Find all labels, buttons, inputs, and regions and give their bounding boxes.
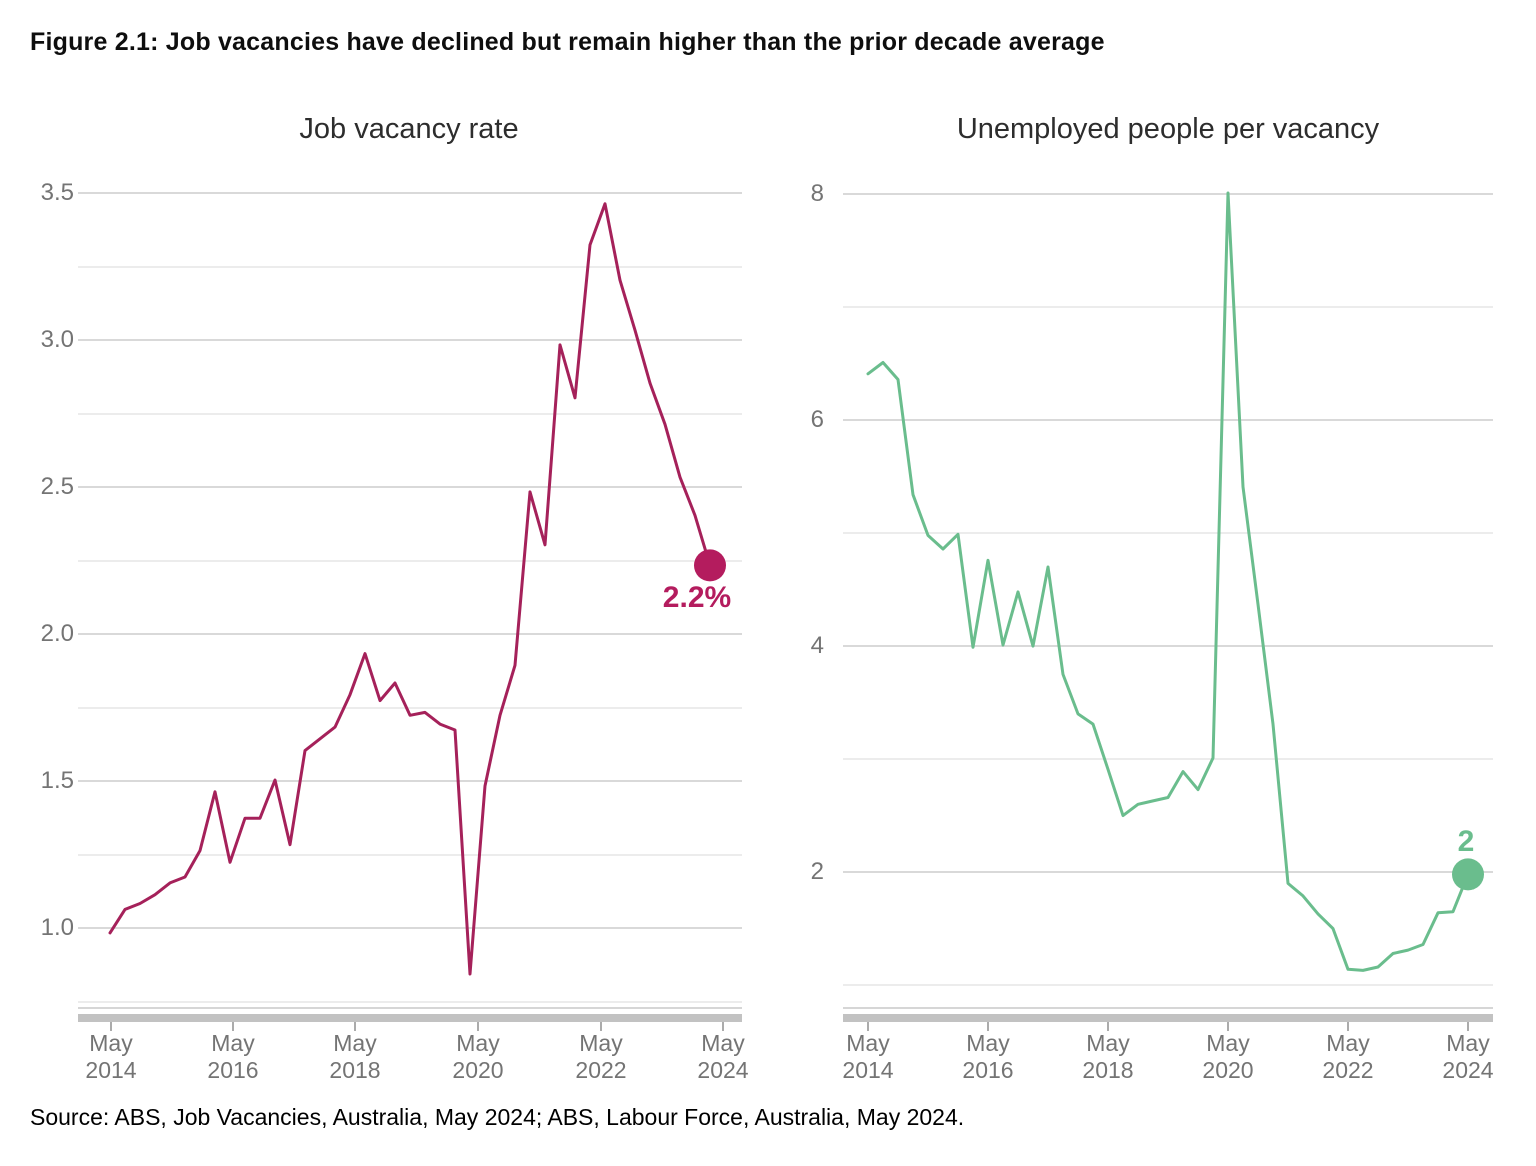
gridline	[78, 266, 742, 268]
y-axis-tick-label: 2	[810, 858, 824, 885]
x-axis-tick-label: May 2014	[842, 1030, 894, 1084]
x-axis-tick-label: May 2018	[329, 1030, 381, 1084]
y-axis-tick-label: 3.5	[40, 179, 74, 206]
gridline	[843, 193, 1493, 195]
right-end-value-label: 2	[1457, 825, 1475, 858]
x-axis-tick	[354, 1022, 356, 1031]
gridline	[78, 339, 742, 341]
gridline	[78, 560, 742, 562]
x-axis-tick	[600, 1022, 602, 1031]
x-axis-tick	[1347, 1022, 1349, 1031]
y-axis-tick-label: 1.0	[40, 914, 74, 941]
y-axis-tick-label: 2.0	[40, 620, 74, 647]
x-axis-tick	[1467, 1022, 1469, 1031]
x-axis-tick-label: May 2020	[1202, 1030, 1254, 1084]
x-axis-tick	[987, 1022, 989, 1031]
gridline	[78, 780, 742, 782]
gridline	[78, 413, 742, 415]
x-axis-tick-label: May 2024	[1442, 1030, 1494, 1084]
unemployed-per-vacancy-line	[866, 191, 1470, 972]
plot-bottom-border	[843, 1007, 1493, 1009]
right-end-point-marker	[1452, 858, 1484, 891]
gridline	[78, 192, 742, 194]
source-note: Source: ABS, Job Vacancies, Australia, M…	[30, 1104, 965, 1130]
gridline	[843, 984, 1493, 986]
x-axis-tick	[867, 1022, 869, 1031]
gridline	[78, 633, 742, 635]
figure-title: Figure 2.1: Job vacancies have declined …	[30, 28, 1105, 56]
y-axis-tick-label: 3.0	[40, 326, 74, 353]
gridline	[843, 758, 1493, 760]
plot-bottom-border	[78, 1007, 742, 1009]
y-axis-tick-label: 2.5	[40, 473, 74, 500]
x-axis-tick	[1227, 1022, 1229, 1031]
gridline	[843, 419, 1493, 421]
gridline	[843, 532, 1493, 534]
x-axis-tick	[1107, 1022, 1109, 1031]
left-end-point-marker	[694, 549, 726, 582]
gridline	[843, 645, 1493, 647]
left-chart-title: Job vacancy rate	[299, 113, 519, 145]
x-axis-band	[78, 1014, 742, 1022]
gridline	[78, 707, 742, 709]
gridline	[78, 486, 742, 488]
x-axis-tick-label: May 2022	[1322, 1030, 1374, 1084]
x-axis-tick-label: May 2022	[575, 1030, 627, 1084]
gridline	[78, 927, 742, 929]
y-axis-tick-label: 1.5	[40, 767, 74, 794]
gridline	[843, 306, 1493, 308]
x-axis-tick-label: May 2024	[697, 1030, 749, 1084]
x-axis-tick-label: May 2016	[207, 1030, 259, 1084]
x-axis-tick	[477, 1022, 479, 1031]
left-end-value-label: 2.2%	[662, 581, 732, 614]
x-axis-tick-label: May 2016	[962, 1030, 1014, 1084]
job-vacancy-rate-line	[108, 202, 712, 976]
gridline	[78, 854, 742, 856]
gridline	[78, 1001, 742, 1003]
x-axis-tick-label: May 2020	[452, 1030, 504, 1084]
x-axis-tick	[232, 1022, 234, 1031]
y-axis-tick-label: 8	[810, 180, 824, 207]
x-axis-tick	[110, 1022, 112, 1031]
gridline	[843, 871, 1493, 873]
x-axis-tick	[722, 1022, 724, 1031]
x-axis-band	[843, 1014, 1493, 1022]
y-axis-tick-label: 4	[810, 632, 824, 659]
right-chart-title: Unemployed people per vacancy	[956, 113, 1380, 145]
x-axis-tick-label: May 2014	[85, 1030, 137, 1084]
y-axis-tick-label: 6	[810, 406, 824, 433]
x-axis-tick-label: May 2018	[1082, 1030, 1134, 1084]
